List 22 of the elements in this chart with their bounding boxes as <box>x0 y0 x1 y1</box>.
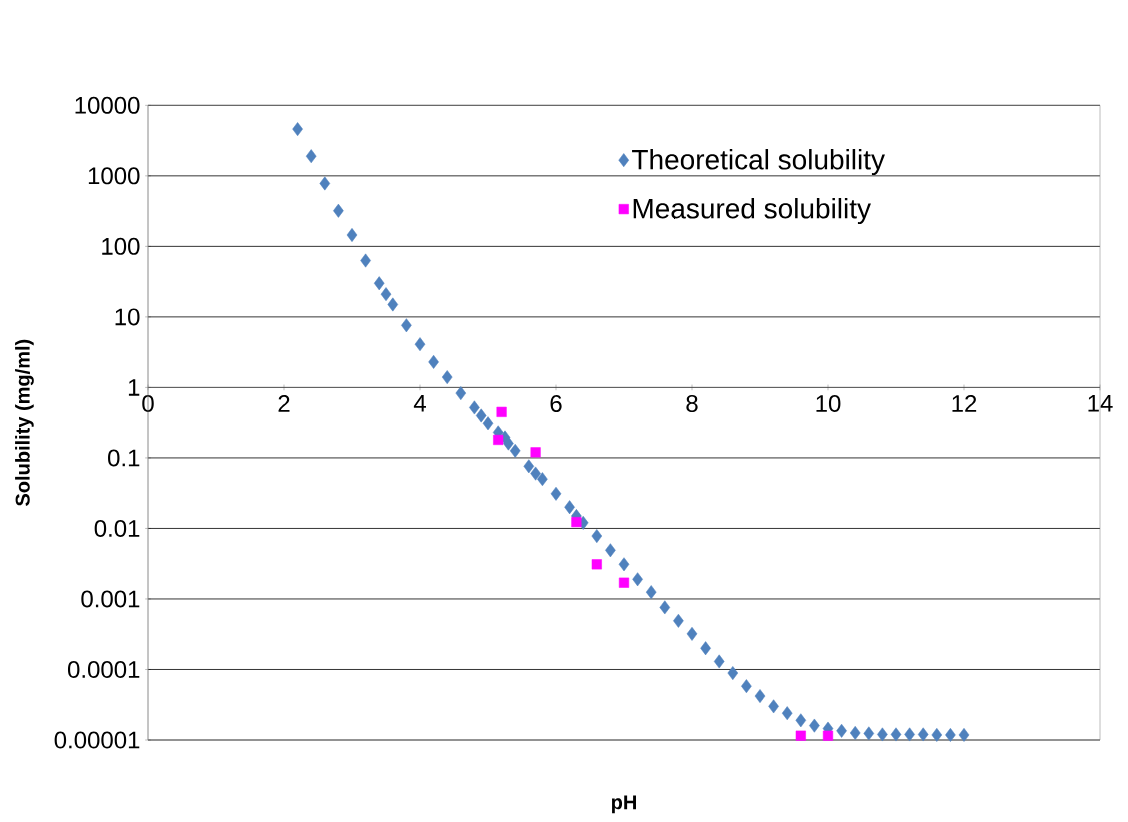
y-tick-label: 0.00001 <box>54 731 140 749</box>
x-tick-label: 14 <box>1088 394 1113 412</box>
x-tick-label: 10 <box>816 394 841 412</box>
x-axis-title: pH <box>611 795 636 814</box>
y-tick-label: 1 <box>128 379 140 396</box>
x-tick-label: 12 <box>952 394 977 412</box>
y-tick-label: 0.0001 <box>67 660 140 678</box>
y-tick-label: 1000 <box>88 167 140 185</box>
x-tick-label: 2 <box>278 394 290 412</box>
y-tick-label: 10000 <box>75 96 140 114</box>
legend-label: Measured solubility <box>633 197 871 225</box>
legend-label: Theoretical solubility <box>632 149 885 176</box>
y-tick-label: 10 <box>115 308 140 326</box>
y-tick-label: 100 <box>102 237 140 255</box>
y-tick-label: 0.01 <box>94 519 140 537</box>
x-tick-label: 4 <box>413 394 426 412</box>
y-tick-label: 0.1 <box>108 449 140 467</box>
y-tick-label: 0.001 <box>81 590 140 608</box>
x-tick-label: 0 <box>142 394 154 412</box>
y-axis-title: Solubility (mg/ml) <box>15 339 34 506</box>
x-tick-label: 8 <box>686 394 698 412</box>
x-tick-label: 6 <box>550 394 562 412</box>
